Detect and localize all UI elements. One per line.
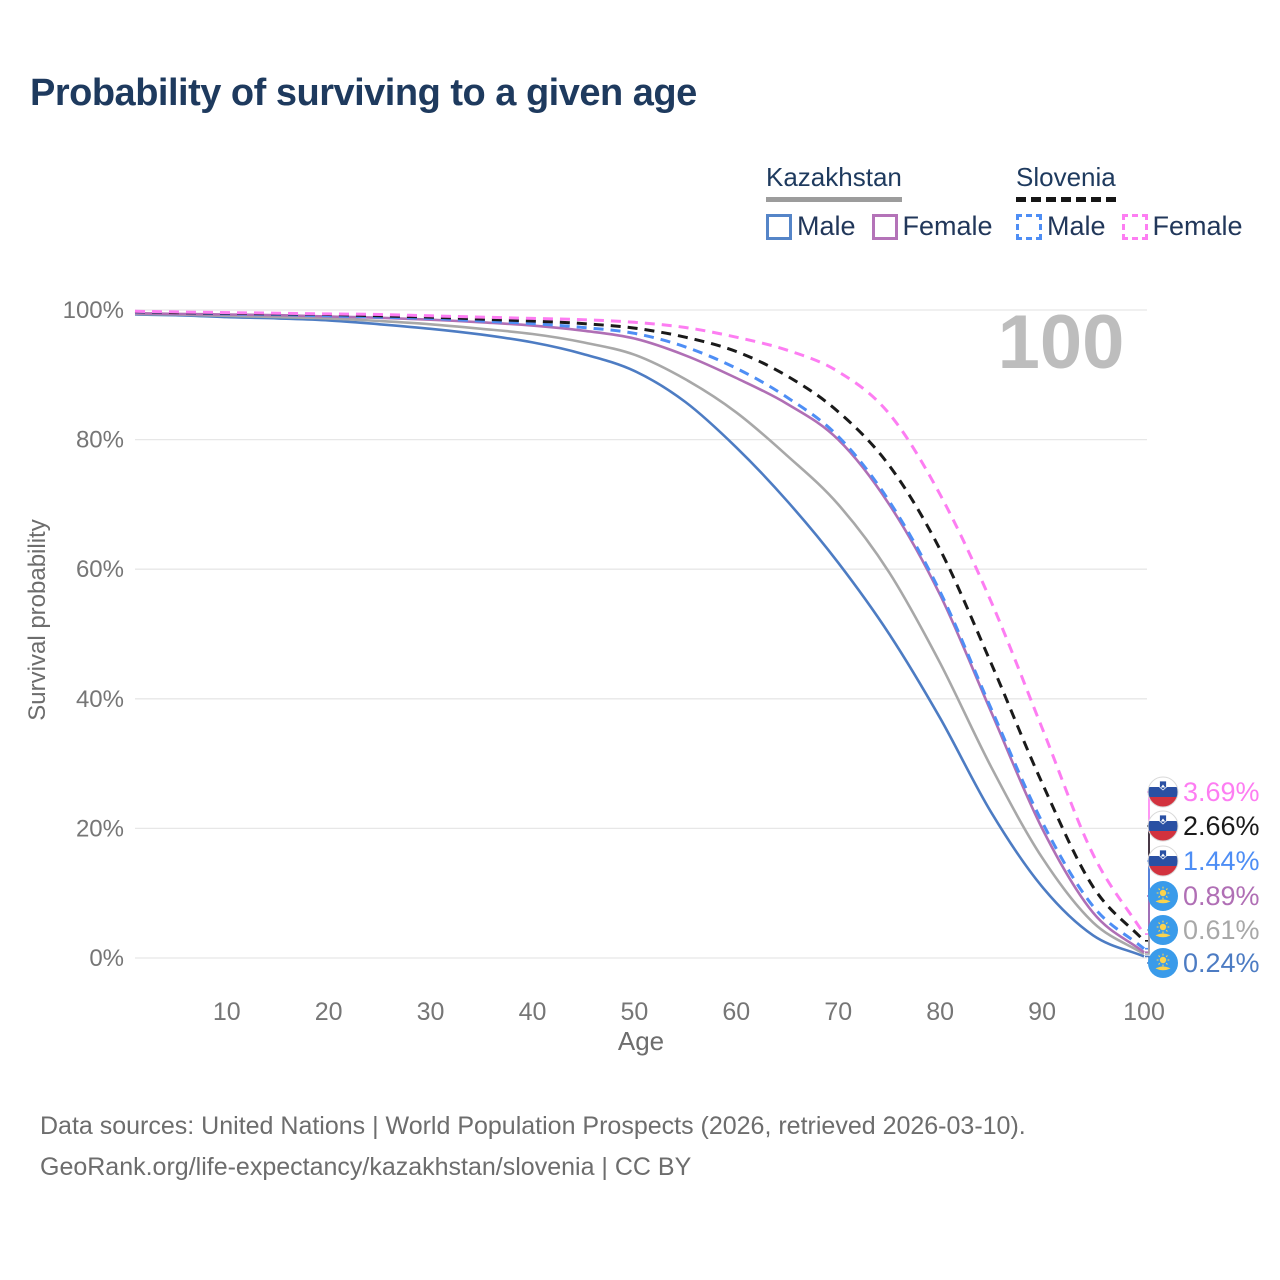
flag-icon-kazakhstan	[1148, 881, 1178, 911]
attribution-text: GeoRank.org/life-expectancy/kazakhstan/s…	[40, 1153, 692, 1181]
kazakhstan-male-swatch-icon	[766, 213, 792, 240]
x-tick-label: 30	[417, 998, 445, 1026]
legend-label: Male	[797, 211, 856, 241]
x-tick-label: 40	[519, 998, 547, 1026]
legend-country-slovenia: Slovenia	[1016, 162, 1116, 202]
legend-country-kazakhstan: Kazakhstan	[766, 162, 902, 202]
legend-group-slovenia: Slovenia Male Female	[1016, 162, 1259, 242]
legend-item-kazakhstan-male[interactable]: Male	[766, 211, 856, 242]
x-tick-label: 70	[824, 998, 852, 1026]
series-line-kazakhstan-male[interactable]	[134, 313, 1145, 958]
y-axis-title: Survival probability	[24, 519, 51, 720]
series-line-kazakhstan-both[interactable]	[134, 312, 1145, 956]
y-tick-label: 20%	[76, 815, 124, 842]
series-line-slovenia-both[interactable]	[134, 310, 1146, 942]
x-tick-label: 50	[620, 998, 648, 1026]
series-line-slovenia-female[interactable]	[134, 309, 1146, 935]
page-title: Probability of surviving to a given age	[30, 72, 697, 114]
end-value-label-slovenia-both: 2.66%	[1183, 811, 1260, 841]
y-tick-label: 100%	[63, 297, 124, 324]
end-value-label-kazakhstan-female: 0.89%	[1183, 881, 1260, 911]
x-tick-label: 90	[1028, 998, 1056, 1026]
kazakhstan-female-swatch-icon	[871, 213, 898, 240]
x-tick-label: 80	[926, 998, 954, 1026]
x-tick-label: 60	[722, 998, 750, 1026]
x-tick-label: 10	[213, 998, 241, 1026]
slovenia-female-swatch-icon	[1121, 213, 1148, 240]
data-sources-text: Data sources: United Nations | World Pop…	[40, 1112, 1026, 1140]
legend-label: Female	[1152, 211, 1243, 241]
end-value-label-slovenia-male: 1.44%	[1183, 846, 1260, 876]
y-tick-label: 0%	[89, 945, 124, 972]
footer: Data sources: United Nations | World Pop…	[40, 1106, 1026, 1188]
age-watermark: 100	[998, 300, 1125, 385]
end-value-label-kazakhstan-both: 0.61%	[1183, 915, 1260, 945]
y-tick-label: 40%	[76, 686, 124, 713]
legend-item-kazakhstan-female[interactable]: Female	[871, 211, 993, 242]
x-tick-label: 100	[1123, 998, 1165, 1026]
legend-group-kazakhstan: Kazakhstan Male Female	[766, 162, 1009, 242]
flag-icon-kazakhstan	[1148, 915, 1178, 945]
series-line-slovenia-male[interactable]	[134, 310, 1145, 950]
series-line-kazakhstan-female[interactable]	[134, 311, 1145, 954]
end-value-label-kazakhstan-male: 0.24%	[1183, 948, 1260, 978]
flag-icon-slovenia	[1147, 845, 1179, 877]
legend-label: Female	[902, 211, 993, 241]
y-tick-label: 80%	[76, 427, 124, 454]
legend-item-slovenia-male[interactable]: Male	[1016, 211, 1106, 242]
flag-icon-slovenia	[1147, 776, 1179, 808]
x-tick-label: 20	[315, 998, 343, 1026]
flag-icon-slovenia	[1147, 810, 1179, 842]
y-tick-label: 60%	[76, 556, 124, 583]
legend-item-slovenia-female[interactable]: Female	[1121, 211, 1243, 242]
flag-icon-kazakhstan	[1148, 948, 1178, 978]
slovenia-male-swatch-icon	[1016, 213, 1042, 240]
legend-label: Male	[1047, 211, 1106, 241]
end-value-label-slovenia-female: 3.69%	[1183, 777, 1260, 807]
x-axis-title: Age	[618, 1026, 664, 1056]
